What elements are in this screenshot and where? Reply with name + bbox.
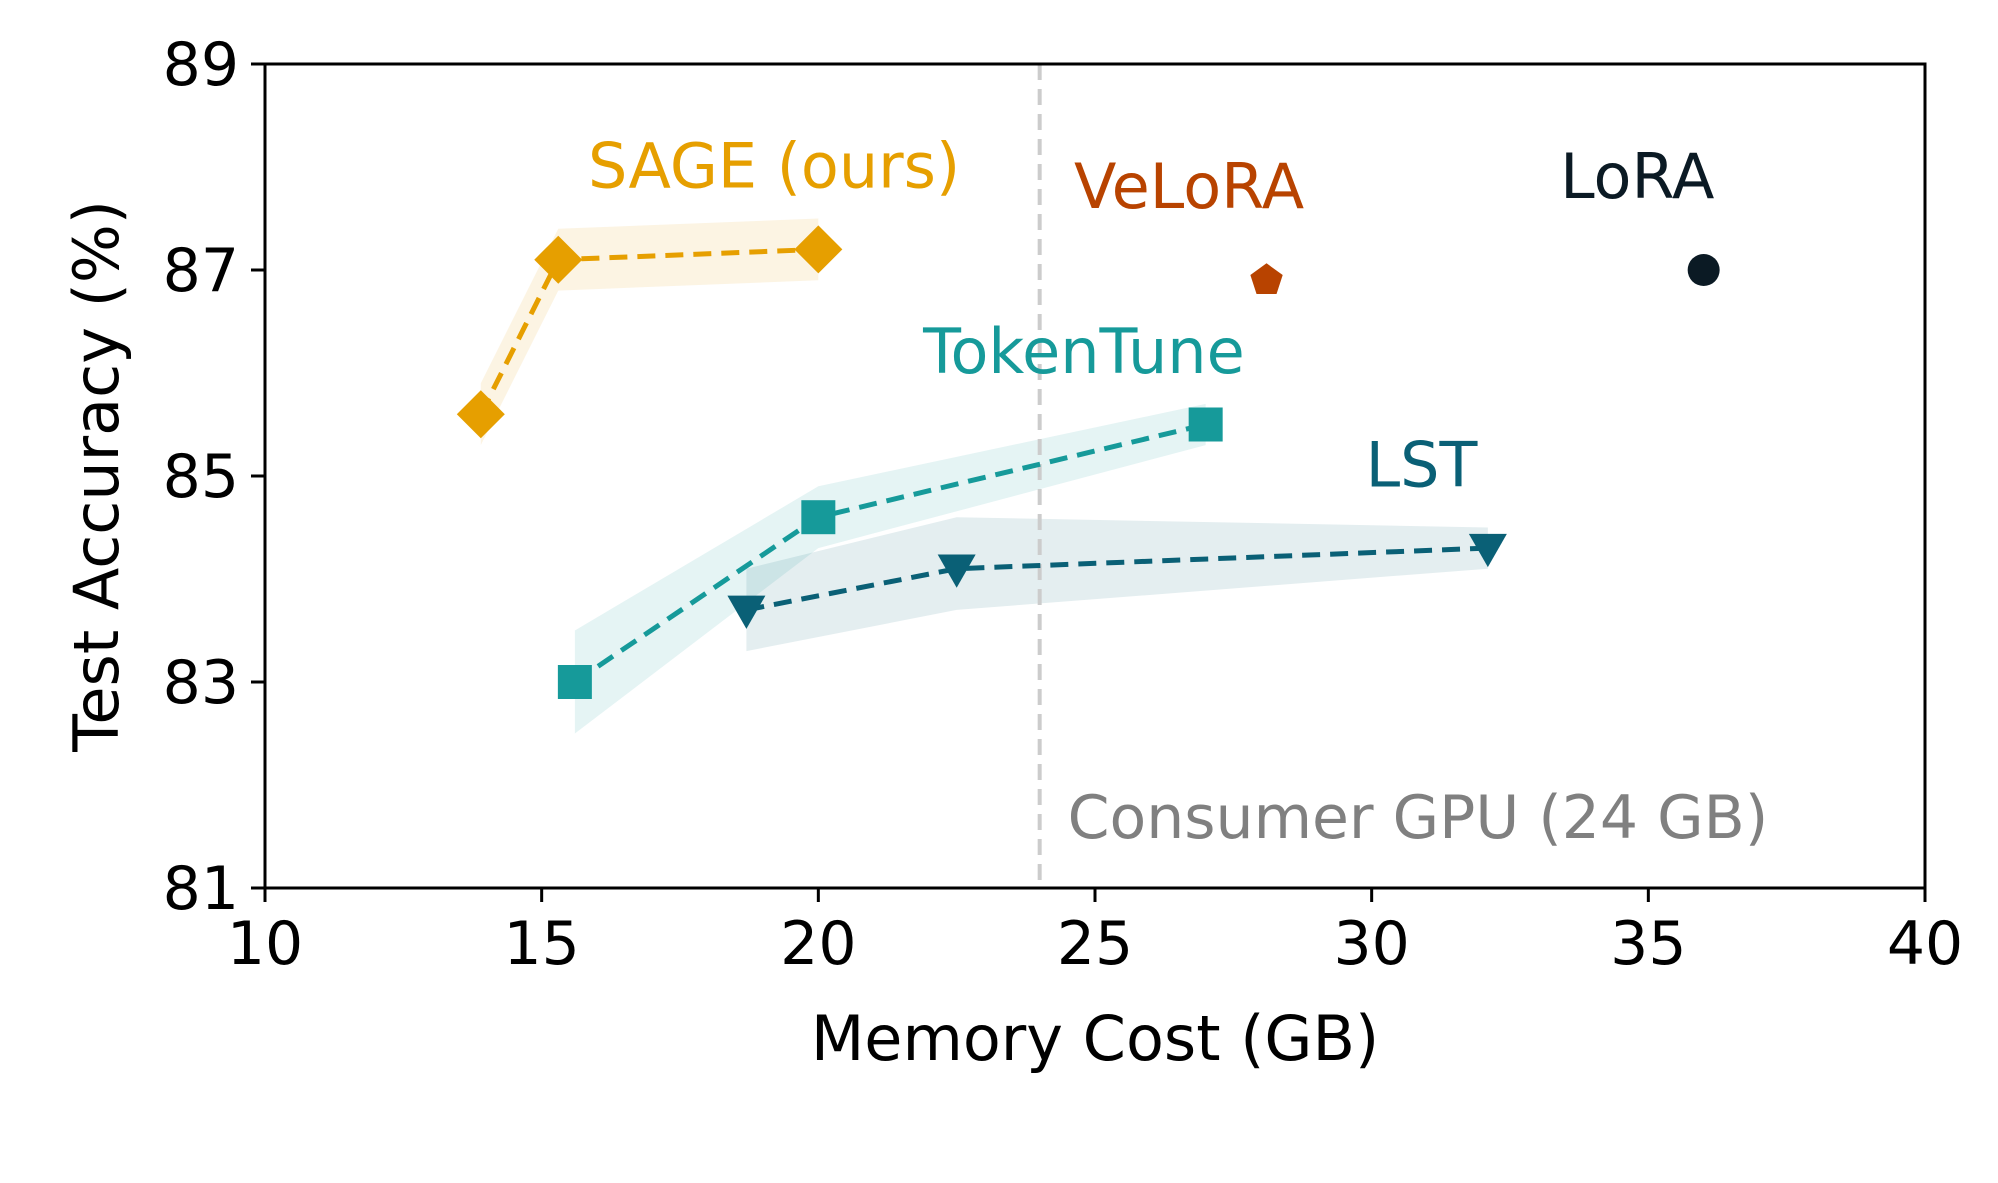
velora-label: VeLoRA	[1074, 150, 1304, 223]
x-tick-label: 40	[1887, 909, 1963, 979]
sage-ours-point	[456, 390, 505, 439]
lora-label: LoRA	[1560, 140, 1714, 213]
tokentune-point	[801, 500, 836, 535]
x-tick-label: 15	[503, 909, 579, 979]
y-tick-label: 89	[163, 30, 239, 100]
tokentune-point	[557, 665, 592, 699]
sage-ours-point	[794, 225, 843, 274]
y-tick-label: 85	[163, 442, 239, 512]
y-tick-label: 81	[163, 854, 239, 924]
tokentune-band	[574, 403, 1206, 734]
tokentune-label: TokenTune	[922, 315, 1245, 388]
lst-point	[1468, 533, 1507, 568]
lst-band	[746, 517, 1488, 652]
x-axis-label: Memory Cost (GB)	[811, 1002, 1379, 1075]
x-tick-label: 35	[1610, 909, 1686, 979]
sage-ours-label: SAGE (ours)	[588, 130, 960, 203]
x-tick-label: 25	[1057, 909, 1133, 979]
lst-label: LST	[1366, 428, 1479, 501]
velora-point	[1250, 263, 1283, 295]
lora-point	[1687, 254, 1720, 286]
y-tick-label: 87	[163, 236, 239, 306]
series-markers	[456, 225, 1720, 699]
tokentune-point	[1188, 407, 1223, 442]
axis-ticks: 10 15 20 25 30 35 40 81 83 85 87 89	[163, 30, 1964, 979]
x-tick-label: 20	[780, 909, 856, 979]
sage-ours-point	[534, 235, 583, 284]
x-tick-label: 10	[227, 909, 303, 979]
consumer-gpu-label: Consumer GPU (24 GB)	[1068, 783, 1769, 853]
y-axis-label: Test Accuracy (%)	[60, 200, 133, 753]
annotations: Consumer GPU (24 GB)	[1037, 64, 1769, 888]
lst-line	[745, 545, 1488, 613]
y-tick-label: 83	[163, 648, 239, 718]
x-tick-label: 30	[1333, 909, 1409, 979]
lst-point	[937, 554, 976, 588]
series-labels: SAGE (ours) VeLoRA LoRA TokenTune LST	[588, 130, 1714, 502]
lst-point	[727, 595, 766, 629]
